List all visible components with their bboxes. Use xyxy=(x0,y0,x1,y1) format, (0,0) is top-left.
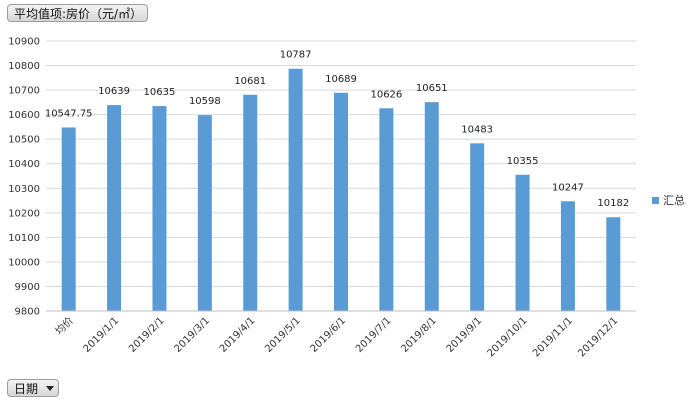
x-tick-label: 2019/2/1 xyxy=(127,315,167,355)
data-label: 10681 xyxy=(234,76,266,87)
y-tick-label: 10500 xyxy=(8,135,40,146)
bar xyxy=(152,106,167,311)
data-label: 10355 xyxy=(507,156,539,167)
y-tick-label: 9800 xyxy=(15,307,40,318)
y-tick-label: 9900 xyxy=(15,282,40,293)
data-label: 10689 xyxy=(325,74,357,85)
legend-label: 汇总 xyxy=(663,193,685,207)
data-label: 10247 xyxy=(552,182,584,193)
y-tick-label: 10300 xyxy=(8,184,40,195)
y-tick-label: 10400 xyxy=(8,159,40,170)
bar xyxy=(243,94,258,311)
data-label: 10547.75 xyxy=(45,108,93,119)
data-label: 10626 xyxy=(370,89,402,100)
x-tick-label: 2019/4/1 xyxy=(218,315,258,355)
bar xyxy=(197,115,212,311)
bar xyxy=(107,105,122,312)
data-label: 10635 xyxy=(144,87,176,98)
y-tick-label: 10600 xyxy=(8,110,40,121)
x-tick-label: 2019/7/1 xyxy=(354,315,394,355)
bar xyxy=(424,102,439,311)
x-tick-label: 2019/12/1 xyxy=(576,315,620,359)
data-label: 10787 xyxy=(280,50,312,61)
value-field-label: 平均值项:房价（元/㎡） xyxy=(14,7,143,21)
date-field-label: 日期 xyxy=(14,382,39,396)
data-label: 10598 xyxy=(189,96,221,107)
y-tick-label: 10000 xyxy=(8,257,40,268)
bar xyxy=(606,217,621,311)
y-tick-label: 10800 xyxy=(8,61,40,72)
value-field-button[interactable]: 平均值项:房价（元/㎡） xyxy=(7,4,148,22)
x-tick-label: 2019/9/1 xyxy=(445,315,485,355)
bar xyxy=(61,127,76,311)
data-label: 10639 xyxy=(98,86,130,97)
bar xyxy=(470,143,485,311)
x-tick-label: 2019/5/1 xyxy=(263,315,303,355)
bar xyxy=(334,92,348,311)
y-tick-label: 10100 xyxy=(8,233,40,244)
x-tick-label: 2019/11/1 xyxy=(531,315,575,359)
dropdown-arrow-icon[interactable] xyxy=(46,386,54,391)
data-label: 10182 xyxy=(597,198,629,209)
x-tick-label: 均价 xyxy=(53,315,76,338)
bar xyxy=(515,174,530,311)
y-tick-label: 10900 xyxy=(8,37,40,48)
x-tick-label: 2019/8/1 xyxy=(399,315,439,355)
y-tick-label: 10200 xyxy=(8,208,40,219)
x-tick-label: 2019/6/1 xyxy=(309,315,349,355)
bar xyxy=(379,108,394,311)
bar xyxy=(560,201,575,311)
x-tick-label: 2019/1/1 xyxy=(82,315,122,355)
y-tick-label: 10700 xyxy=(8,86,40,97)
x-tick-label: 2019/3/1 xyxy=(172,315,212,355)
legend-swatch xyxy=(652,197,659,204)
data-label: 10651 xyxy=(416,83,448,94)
data-label: 10483 xyxy=(461,124,493,135)
x-tick-label: 2019/10/1 xyxy=(486,315,530,359)
date-field-dropdown[interactable]: 日期 xyxy=(7,379,59,397)
bar xyxy=(288,68,303,312)
